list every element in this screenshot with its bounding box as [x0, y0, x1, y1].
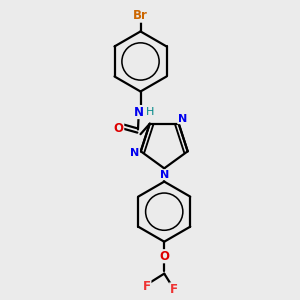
Text: Br: Br [133, 9, 148, 22]
Text: N: N [134, 106, 144, 118]
Text: N: N [160, 170, 169, 180]
Text: O: O [114, 122, 124, 135]
Text: N: N [178, 114, 187, 124]
Text: F: F [143, 280, 151, 293]
Text: H: H [146, 107, 154, 117]
Text: O: O [159, 250, 169, 263]
Text: F: F [170, 283, 178, 296]
Text: N: N [130, 148, 140, 158]
